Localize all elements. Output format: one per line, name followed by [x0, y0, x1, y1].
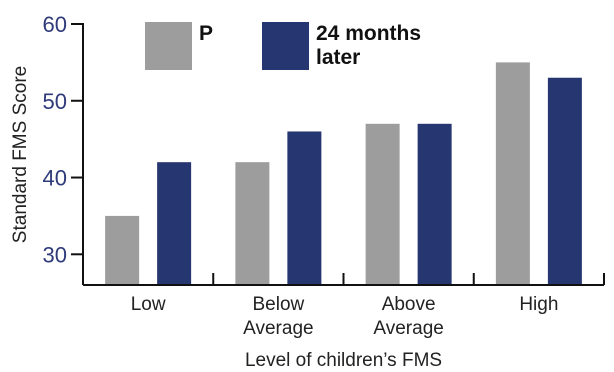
- y-tick-label: 40: [43, 166, 67, 191]
- bar-24-months-later-4: [547, 77, 582, 284]
- legend-label: 24 months later: [316, 22, 421, 69]
- x-ticks: [82, 273, 605, 285]
- legend: P 24 months later: [145, 22, 421, 70]
- y-axis-title: Standard FMS Score: [10, 66, 31, 243]
- bar-24-months-later-1: [157, 162, 192, 284]
- x-axis-title: Level of children’s FMS: [245, 350, 442, 371]
- legend-swatch: [145, 22, 192, 70]
- bar-24-months-later-2: [287, 131, 322, 284]
- y-ticks: 30 40 50 60: [43, 12, 83, 267]
- x-category-label: High: [519, 294, 558, 315]
- legend-swatch: [262, 22, 309, 70]
- bar-p-2: [235, 162, 270, 284]
- y-tick-label: 60: [43, 12, 67, 37]
- y-tick-label: 30: [43, 242, 67, 267]
- bar-p-4: [495, 62, 530, 284]
- legend-label: P: [199, 22, 213, 45]
- bar-p-3: [365, 123, 400, 284]
- y-tick-label: 50: [43, 89, 67, 114]
- x-category-label: Above Average: [373, 294, 443, 339]
- bar-p-1: [105, 215, 140, 284]
- category-labels: Low Below Average Above Average High: [131, 294, 559, 339]
- x-category-label: Low: [131, 294, 166, 315]
- bars: [105, 62, 582, 284]
- x-category-label: Below Average: [243, 294, 313, 339]
- bar-24-months-later-3: [417, 123, 452, 284]
